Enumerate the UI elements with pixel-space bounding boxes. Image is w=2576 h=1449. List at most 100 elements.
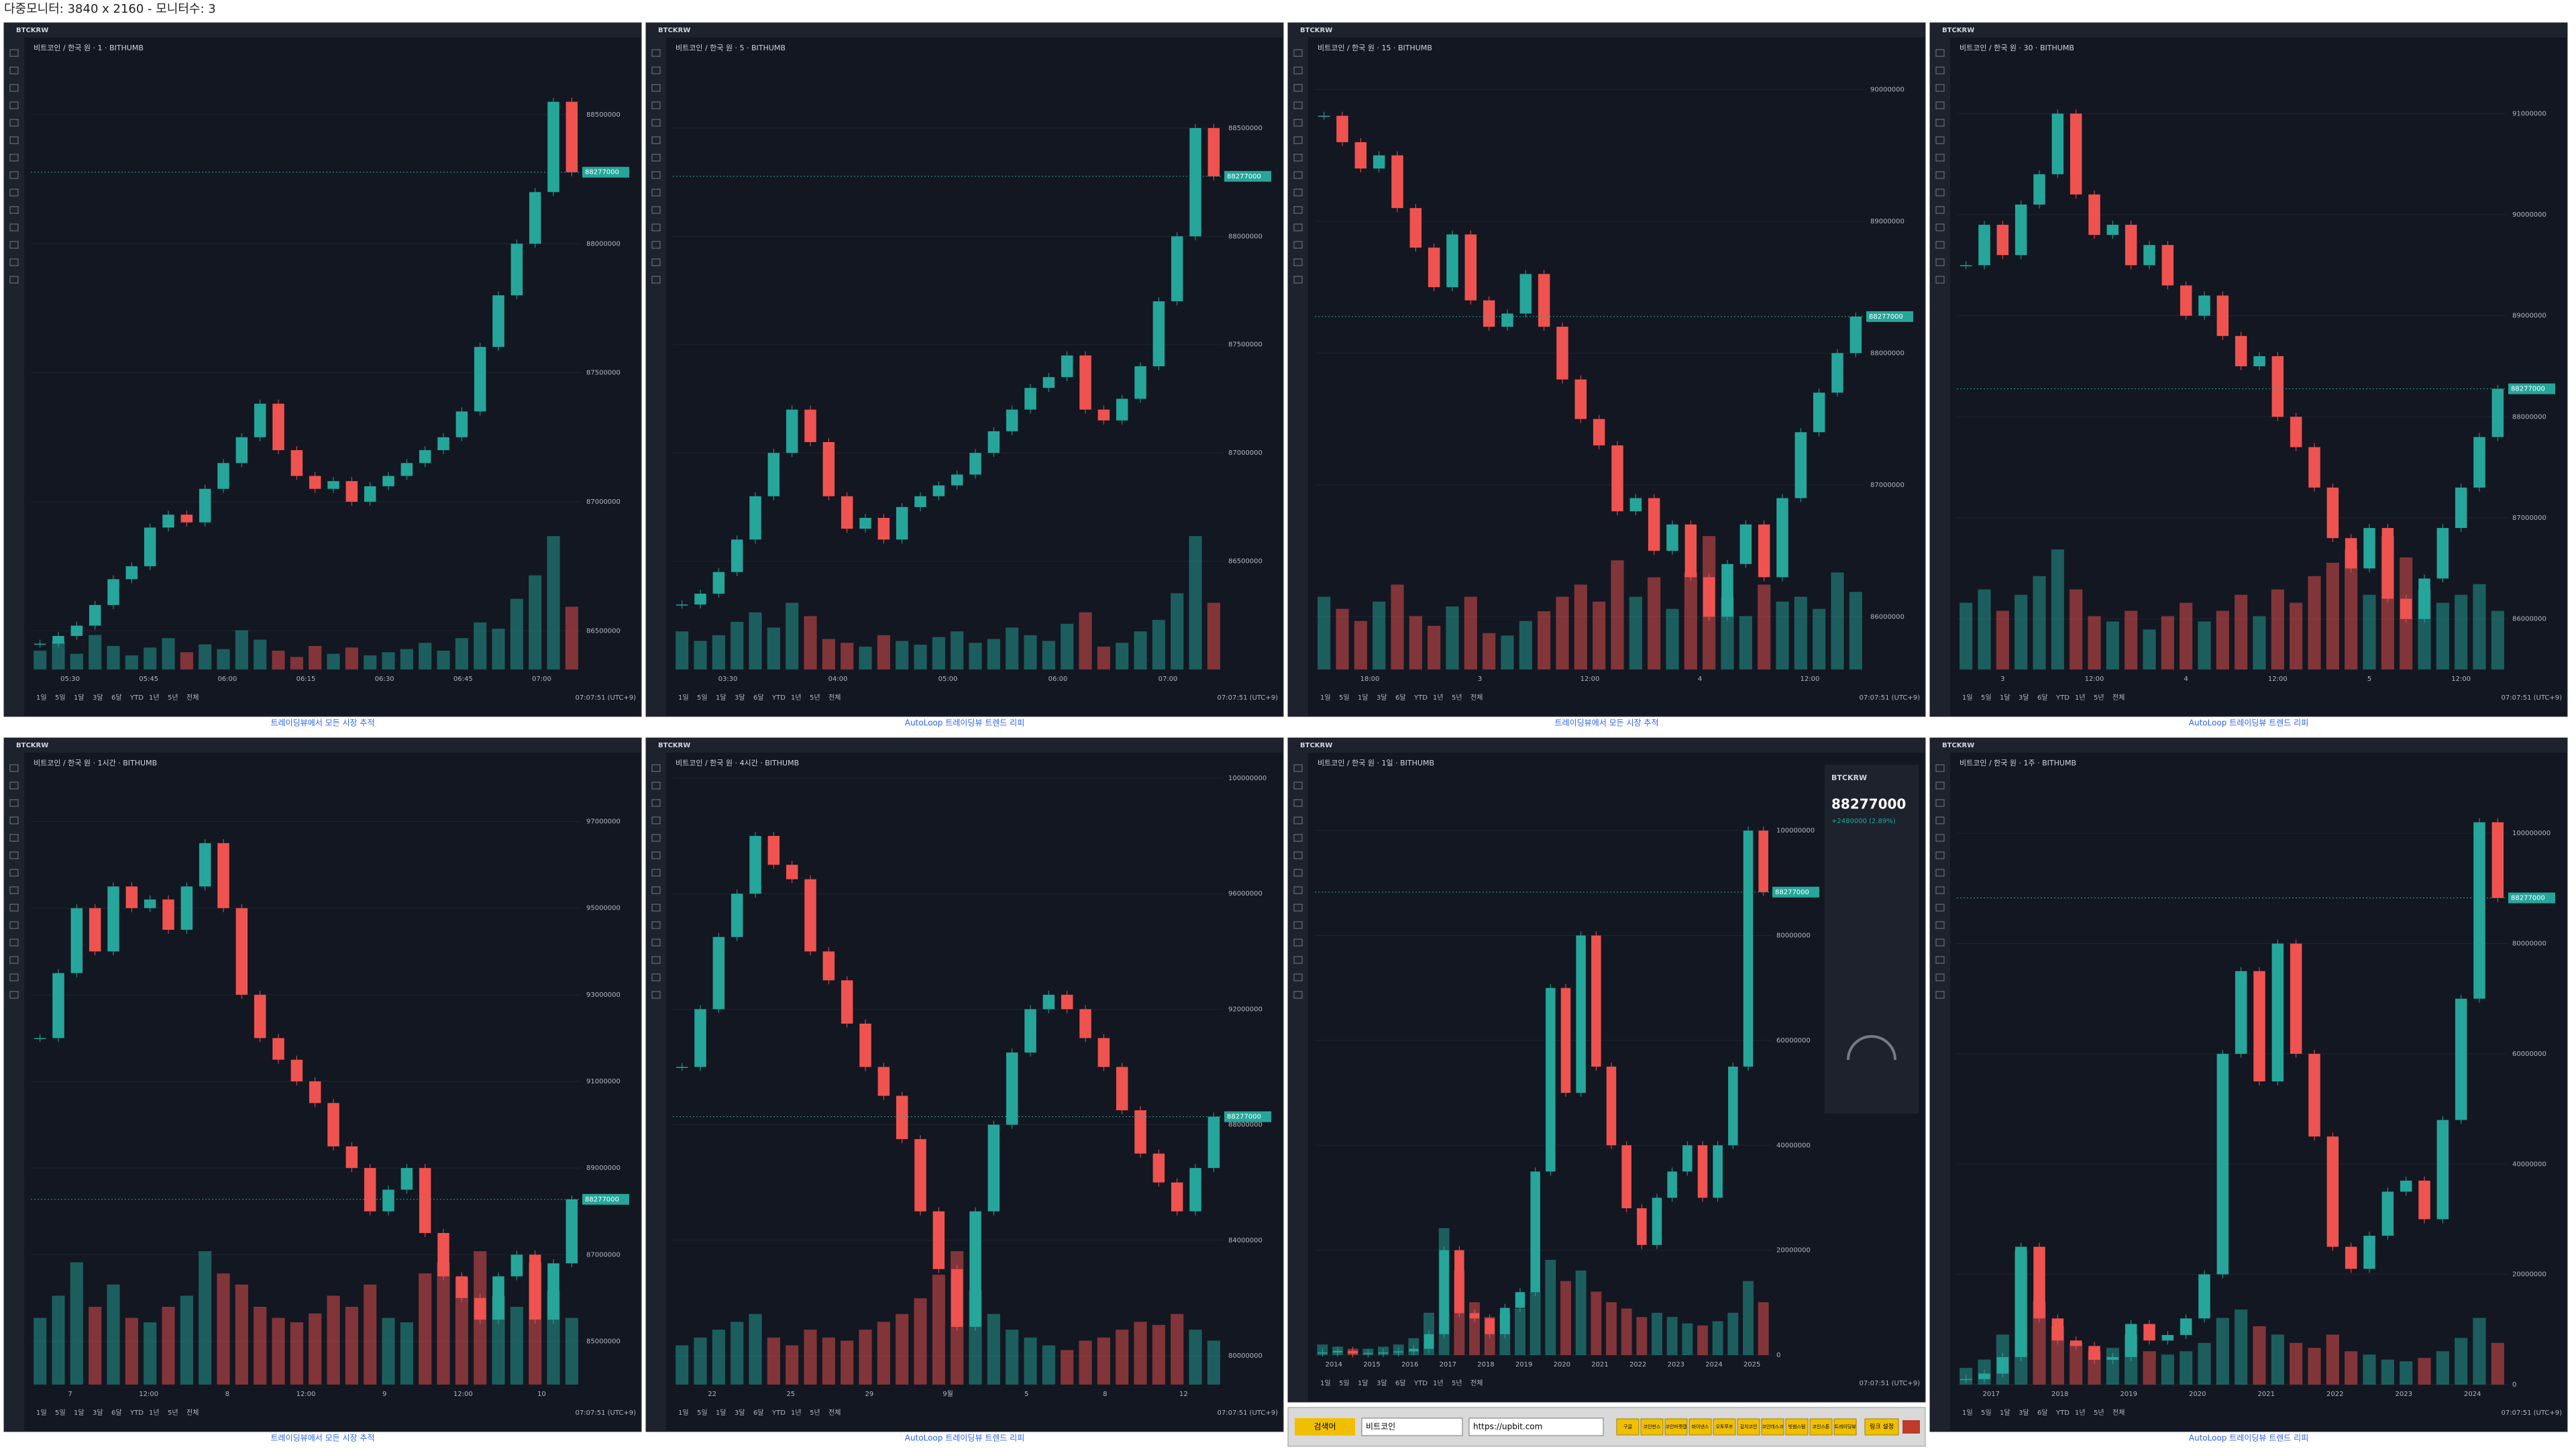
range-button[interactable]: YTD — [129, 694, 144, 702]
tool-icon[interactable] — [9, 921, 19, 929]
tool-icon[interactable] — [651, 258, 661, 266]
range-button[interactable]: 1년 — [149, 694, 160, 702]
symbol-label[interactable]: BTCKRW — [658, 742, 690, 749]
tool-icon[interactable] — [1935, 799, 1945, 807]
tool-icon[interactable] — [9, 904, 19, 912]
tool-icon[interactable] — [1293, 136, 1303, 144]
tool-icon[interactable] — [651, 851, 661, 859]
tool-icon[interactable] — [651, 973, 661, 981]
symbol-label[interactable]: BTCKRW — [16, 27, 48, 34]
tool-icon[interactable] — [9, 886, 19, 894]
range-button[interactable]: 1일 — [1320, 1379, 1331, 1387]
tool-icon[interactable] — [651, 782, 661, 790]
tool-icon[interactable] — [1293, 886, 1303, 894]
range-button[interactable]: 3달 — [1377, 1379, 1387, 1387]
tool-icon[interactable] — [9, 154, 19, 162]
range-button[interactable]: 1년 — [1433, 1379, 1444, 1387]
tool-icon[interactable] — [1935, 816, 1945, 824]
tool-icon[interactable] — [1935, 276, 1945, 284]
range-button[interactable]: 6달 — [1395, 1379, 1406, 1387]
tool-icon[interactable] — [9, 764, 19, 772]
tool-icon[interactable] — [1293, 258, 1303, 266]
tool-icon[interactable] — [9, 869, 19, 877]
symbol-label[interactable]: BTCKRW — [1942, 742, 1974, 749]
range-button[interactable]: 1일 — [678, 1409, 689, 1417]
tool-icon[interactable] — [9, 834, 19, 842]
tool-icon[interactable] — [1293, 154, 1303, 162]
tool-icon[interactable] — [9, 136, 19, 144]
tool-icon[interactable] — [9, 816, 19, 824]
tool-icon[interactable] — [1935, 119, 1945, 127]
range-button[interactable]: 1년 — [791, 1409, 802, 1417]
range-button[interactable]: 1달 — [1358, 694, 1368, 702]
range-button[interactable]: YTD — [1413, 694, 1428, 702]
range-button[interactable]: 1년 — [149, 1409, 160, 1417]
tool-icon[interactable] — [1935, 136, 1945, 144]
range-button[interactable]: 1년 — [791, 694, 802, 702]
range-button[interactable]: YTD — [129, 1409, 144, 1417]
range-button[interactable]: 1달 — [74, 694, 85, 702]
range-button[interactable]: 5년 — [1452, 1379, 1462, 1387]
tool-icon[interactable] — [1935, 84, 1945, 92]
tool-icon[interactable] — [9, 973, 19, 981]
footer-link[interactable]: AutoLoop 트레이딩뷰 트렌드 리피 — [2189, 718, 2308, 728]
tool-icon[interactable] — [651, 119, 661, 127]
link-button[interactable] — [1688, 1418, 1712, 1436]
range-button[interactable]: 6달 — [111, 694, 122, 702]
tool-icon[interactable] — [651, 276, 661, 284]
range-button[interactable]: 전체 — [186, 694, 199, 702]
settings-button[interactable] — [1864, 1418, 1899, 1436]
tool-icon[interactable] — [1293, 66, 1303, 74]
tool-icon[interactable] — [1935, 886, 1945, 894]
tool-icon[interactable] — [1293, 851, 1303, 859]
range-button[interactable]: 3달 — [2019, 1409, 2029, 1417]
symbol-label[interactable]: BTCKRW — [658, 27, 690, 34]
tool-icon[interactable] — [9, 223, 19, 231]
tool-icon[interactable] — [651, 154, 661, 162]
tool-icon[interactable] — [1935, 258, 1945, 266]
range-button[interactable]: 5년 — [168, 1409, 178, 1417]
range-button[interactable]: 6달 — [753, 694, 764, 702]
range-button[interactable]: 6달 — [753, 1409, 764, 1417]
range-button[interactable]: 1달 — [2000, 694, 2010, 702]
tool-icon[interactable] — [651, 904, 661, 912]
range-button[interactable]: 5년 — [2094, 1409, 2104, 1417]
range-button[interactable]: 5일 — [1981, 694, 1992, 702]
range-button[interactable]: 5년 — [168, 694, 178, 702]
footer-link[interactable]: AutoLoop 트레이딩뷰 트렌드 리피 — [905, 1434, 1024, 1443]
range-button[interactable]: 5년 — [810, 1409, 820, 1417]
range-button[interactable]: 1일 — [1962, 1409, 1973, 1417]
range-button[interactable]: 1일 — [1320, 694, 1331, 702]
range-button[interactable]: 6달 — [2037, 694, 2048, 702]
range-button[interactable]: 3달 — [735, 1409, 745, 1417]
range-button[interactable]: 5일 — [1981, 1409, 1992, 1417]
tool-icon[interactable] — [1293, 991, 1303, 999]
tool-icon[interactable] — [1293, 84, 1303, 92]
tool-icon[interactable] — [9, 101, 19, 109]
tool-icon[interactable] — [9, 119, 19, 127]
range-button[interactable]: 1일 — [678, 694, 689, 702]
tool-icon[interactable] — [651, 66, 661, 74]
range-button[interactable]: 1일 — [36, 1409, 47, 1417]
link-button[interactable] — [1833, 1418, 1857, 1436]
tool-icon[interactable] — [1935, 956, 1945, 964]
range-button[interactable]: 1달 — [74, 1409, 85, 1417]
tool-icon[interactable] — [1935, 921, 1945, 929]
link-button[interactable] — [1785, 1418, 1809, 1436]
range-button[interactable]: 5일 — [55, 1409, 66, 1417]
tool-icon[interactable] — [1293, 764, 1303, 772]
search-input[interactable] — [1361, 1417, 1463, 1436]
tool-icon[interactable] — [1935, 189, 1945, 197]
tool-icon[interactable] — [651, 101, 661, 109]
range-button[interactable]: 1달 — [1358, 1379, 1368, 1387]
tool-icon[interactable] — [9, 276, 19, 284]
tool-icon[interactable] — [1293, 869, 1303, 877]
tool-icon[interactable] — [1935, 101, 1945, 109]
tool-icon[interactable] — [651, 938, 661, 947]
symbol-label[interactable]: BTCKRW — [1942, 27, 1974, 34]
range-button[interactable]: YTD — [771, 694, 786, 702]
range-button[interactable]: 전체 — [1470, 694, 1483, 702]
tool-icon[interactable] — [9, 782, 19, 790]
tool-icon[interactable] — [1935, 869, 1945, 877]
tool-icon[interactable] — [9, 66, 19, 74]
